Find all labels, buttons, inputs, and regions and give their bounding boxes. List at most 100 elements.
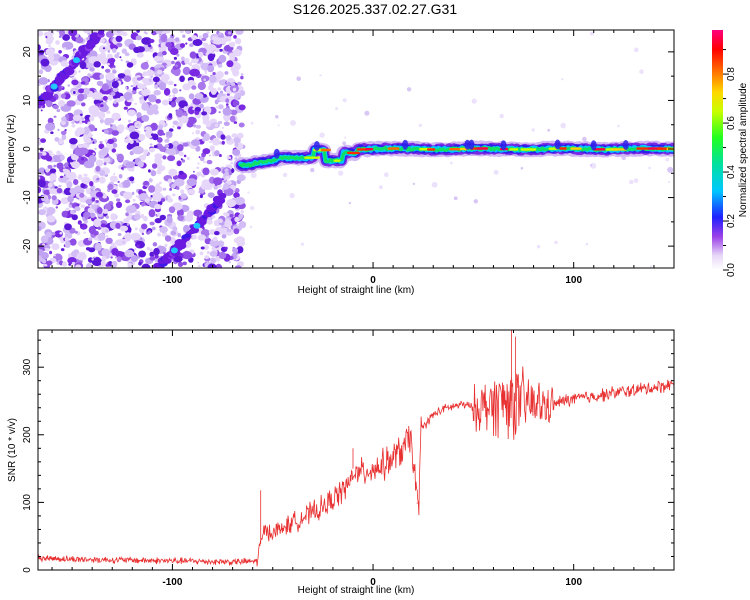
noise-blob [108, 261, 113, 266]
noise-blob [117, 233, 122, 236]
noise-blob [91, 258, 94, 261]
noise-blob [40, 195, 48, 202]
diagonal-hotspot [193, 222, 201, 229]
noise-blob [199, 251, 204, 256]
noise-blob [64, 129, 67, 132]
noise-blob [132, 205, 135, 207]
noise-blob [60, 93, 66, 99]
noise-blob [167, 80, 174, 86]
noise-blob [164, 138, 170, 143]
heatmap-ylabel: Frequency (Hz) [6, 115, 17, 184]
noise-blob [225, 213, 230, 217]
noise-blob [98, 143, 105, 150]
noise-blob [87, 132, 92, 139]
noise-blob [156, 137, 163, 143]
noise-blob [560, 122, 566, 129]
noise-blob [111, 112, 121, 121]
noise-blob [199, 194, 203, 199]
noise-blob [45, 155, 53, 162]
diagonal-trace-blob [187, 230, 193, 235]
noise-blob [238, 221, 247, 229]
noise-blob [649, 265, 653, 268]
noise-blob [249, 225, 253, 229]
noise-blob [531, 128, 535, 132]
noise-blob [60, 130, 67, 135]
noise-blob [96, 80, 104, 86]
noise-blob [43, 189, 51, 196]
noise-blob [177, 215, 185, 221]
noise-blob [157, 129, 164, 137]
noise-blob [228, 261, 231, 264]
noise-blob [233, 35, 237, 39]
line-ytick-label: 0 [22, 567, 33, 573]
noise-blob [170, 101, 177, 108]
noise-blob [155, 183, 160, 189]
noise-blob [219, 37, 227, 45]
noise-blob [160, 73, 170, 82]
noise-blob [38, 30, 44, 37]
noise-blob [204, 72, 208, 75]
noise-blob [95, 200, 99, 203]
ridge-bump [273, 148, 280, 159]
noise-blob [134, 102, 138, 105]
noise-blob [93, 61, 101, 68]
noise-blob [117, 73, 126, 79]
noise-blob [135, 195, 139, 198]
noise-blob [668, 180, 671, 183]
noise-blob [104, 139, 108, 143]
noise-blob [157, 232, 162, 237]
noise-blob [364, 110, 370, 116]
noise-blob [189, 51, 197, 59]
noise-blob [212, 177, 223, 186]
noise-blob [153, 109, 159, 115]
noise-blob [49, 250, 53, 255]
noise-blob [223, 182, 230, 190]
heatmap-xtick-label: 0 [370, 275, 376, 286]
noise-blob [130, 254, 138, 263]
noise-blob [229, 214, 234, 218]
noise-blob [153, 89, 161, 96]
noise-blob [116, 198, 121, 202]
noise-blob [75, 36, 84, 44]
noise-blob [149, 143, 153, 146]
noise-blob [91, 204, 97, 210]
noise-blob [38, 226, 42, 232]
noise-blob [111, 148, 117, 153]
noise-blob [181, 251, 193, 260]
diagonal-hotspot [73, 57, 80, 64]
noise-blob [198, 51, 204, 58]
noise-blob [665, 157, 670, 162]
noise-blob [77, 144, 83, 148]
noise-blob [234, 216, 240, 222]
noise-blob [38, 69, 44, 75]
noise-blob [136, 140, 139, 143]
noise-blob [58, 35, 62, 38]
noise-blob [148, 209, 156, 218]
noise-blob [112, 86, 119, 93]
noise-blob [69, 137, 78, 145]
noise-blob [152, 76, 160, 83]
noise-blob [167, 195, 171, 199]
noise-blob [40, 235, 49, 243]
noise-blob [112, 69, 117, 74]
noise-blob [182, 83, 191, 91]
noise-blob [116, 52, 120, 55]
noise-blob [187, 79, 195, 86]
noise-blob [168, 128, 174, 132]
noise-blob [80, 81, 86, 85]
noise-blob [151, 226, 156, 231]
noise-blob [148, 79, 152, 82]
noise-blob [114, 256, 118, 259]
noise-blob [216, 105, 220, 109]
noise-blob [124, 138, 131, 144]
noise-blob [128, 125, 136, 131]
noise-blob [207, 65, 215, 73]
noise-blob [127, 109, 136, 117]
noise-blob [45, 260, 53, 266]
noise-blob [80, 157, 85, 161]
noise-blob [159, 146, 167, 152]
noise-blob [162, 50, 167, 56]
noise-blob [191, 139, 201, 147]
noise-blob [81, 102, 86, 107]
